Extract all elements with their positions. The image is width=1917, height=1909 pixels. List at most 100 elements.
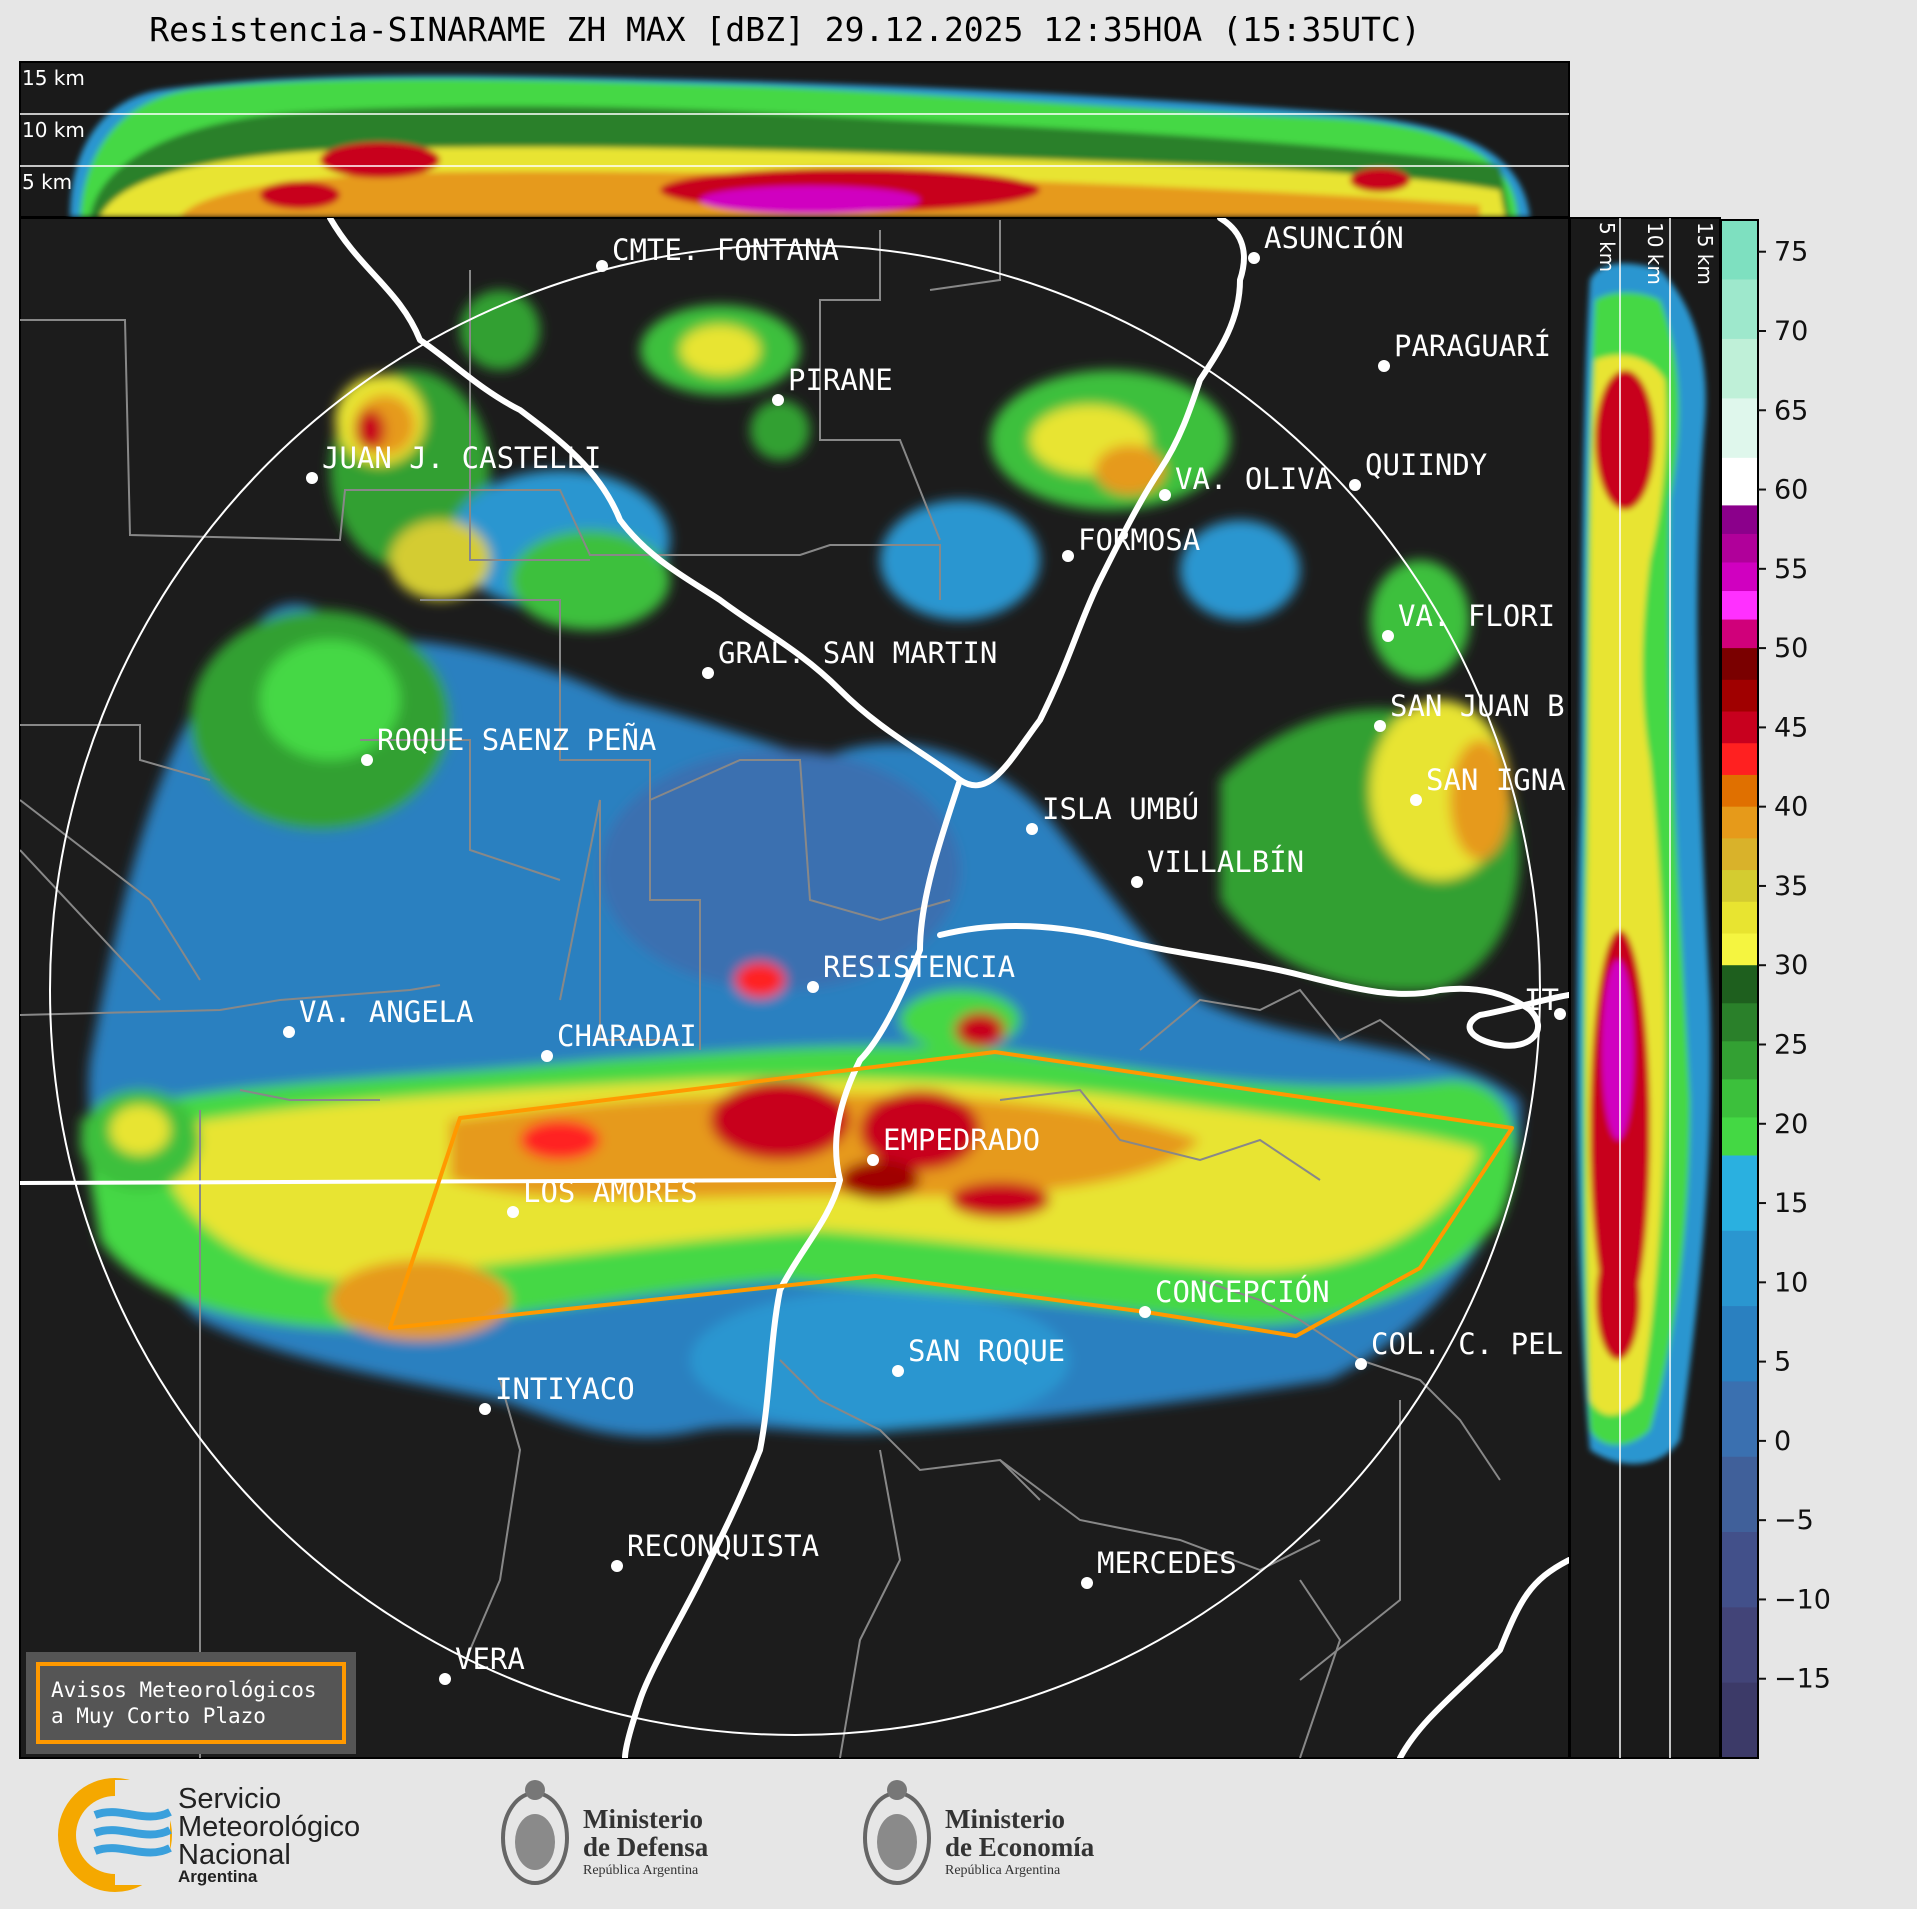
city-label: ROQUE SAENZ PEÑA <box>377 723 656 757</box>
colorbar-band <box>1721 220 1758 280</box>
city-marker: CMTE. FONTANA <box>596 233 839 272</box>
colorbar-tick-label: 70 <box>1774 316 1808 347</box>
city-marker: ISLA UMBÚ <box>1026 792 1199 835</box>
city-marker: INTIYACO <box>479 1372 635 1415</box>
colorbar-tick-label: 50 <box>1774 633 1808 664</box>
city-dot-icon <box>596 260 608 272</box>
warning-polygon <box>388 1050 1514 1338</box>
city-dot-icon <box>807 981 819 993</box>
city-dot-icon <box>772 394 784 406</box>
city-marker: VILLALBÍN <box>1131 845 1304 888</box>
colorbar-tick-label: 75 <box>1774 237 1808 268</box>
city-dot-icon <box>1378 360 1390 372</box>
city-marker: PARAGUARÍ <box>1378 329 1551 372</box>
city-label: GRAL. SAN MARTIN <box>718 636 997 670</box>
city-label: VILLALBÍN <box>1147 845 1304 879</box>
right-xs-label-15: 15 km <box>1693 222 1717 285</box>
city-label: PIRANE <box>788 363 893 397</box>
right-xs-label-5: 5 km <box>1595 222 1619 272</box>
colorbar-band <box>1721 1381 1758 1458</box>
city-dot-icon <box>1374 720 1386 732</box>
colorbar-tick-label: 45 <box>1774 712 1808 743</box>
economia-line2: de Economía <box>945 1832 1095 1862</box>
economia-line3: República Argentina <box>945 1863 1061 1878</box>
top-xs-label-10: 10 km <box>22 118 85 142</box>
city-dot-icon <box>1159 489 1171 501</box>
city-marker: CONCEPCIÓN <box>1139 1275 1330 1318</box>
city-label: PARAGUARÍ <box>1394 329 1551 363</box>
colorbar-band <box>1721 338 1758 399</box>
defensa-line2: de Defensa <box>583 1832 709 1862</box>
map-title: Resistencia-SINARAME ZH MAX [dBZ] 29.12.… <box>149 10 1421 49</box>
city-marker: COL. C. PEL <box>1355 1327 1563 1370</box>
colorbar-band <box>1721 1456 1758 1533</box>
national-seal-icon <box>501 1780 569 1885</box>
defensa-line1: Ministerio <box>583 1804 703 1834</box>
city-dot-icon <box>1081 1577 1093 1589</box>
warning-legend-line2: a Muy Corto Plazo <box>51 1704 266 1728</box>
defensa-line3: República Argentina <box>583 1863 699 1878</box>
range-ring <box>49 244 1541 1736</box>
colorbar-band <box>1721 279 1758 340</box>
city-label: SAN JUAN B <box>1390 689 1565 723</box>
city-marker: PIRANE <box>772 363 893 406</box>
colorbar-band <box>1721 711 1758 744</box>
colorbar-bands <box>1721 220 1758 1759</box>
colorbar-tick-label: 20 <box>1774 1109 1808 1140</box>
city-label: ISLA UMBÚ <box>1042 792 1199 826</box>
city-marker: EMPEDRADO <box>867 1123 1040 1166</box>
city-dot-icon <box>306 472 318 484</box>
colorbar-tick-label: 35 <box>1774 871 1808 902</box>
top-xs-label-5: 5 km <box>22 170 72 194</box>
city-marker: QUIINDY <box>1349 448 1487 491</box>
colorbar-band <box>1721 1682 1758 1759</box>
city-dot-icon <box>1139 1306 1151 1318</box>
colorbar-band <box>1721 901 1758 935</box>
warning-legend-line1: Avisos Meteorológicos <box>51 1678 317 1702</box>
city-label: VA. OLIVA <box>1175 462 1332 496</box>
economia-logo: Ministerio de Economía República Argenti… <box>863 1780 1095 1885</box>
city-label: VA. ANGELA <box>299 995 474 1029</box>
city-marker: VA. FLORI <box>1382 599 1555 642</box>
city-marker: SAN JUAN B <box>1374 689 1565 732</box>
colorbar-band <box>1721 1079 1758 1118</box>
city-label: VA. FLORI <box>1398 599 1555 633</box>
city-dot-icon <box>541 1050 553 1062</box>
colorbar-tick-label: 0 <box>1774 1426 1791 1457</box>
colorbar-tick-label: 25 <box>1774 1029 1808 1060</box>
city-marker: IT <box>1524 983 1566 1020</box>
colorbar-band <box>1721 679 1758 713</box>
colorbar-band <box>1721 1003 1758 1042</box>
city-marker: ASUNCIÓN <box>1248 221 1404 264</box>
colorbar-band <box>1721 774 1758 808</box>
river-lines <box>20 218 1569 1758</box>
colorbar-tick-label: 65 <box>1774 395 1808 426</box>
city-label: QUIINDY <box>1365 448 1487 482</box>
city-label: LOS AMORES <box>523 1175 698 1209</box>
smn-logo: Servicio Meteorológico Nacional Argentin… <box>58 1778 360 1892</box>
city-marker: VA. ANGELA <box>283 995 474 1038</box>
city-label: CMTE. FONTANA <box>612 233 839 267</box>
colorbar-band <box>1721 1230 1758 1307</box>
smn-emblem-icon <box>58 1778 172 1892</box>
colorbar-band <box>1721 505 1758 535</box>
national-seal-icon <box>863 1780 931 1885</box>
city-label: IT <box>1524 983 1559 1017</box>
right-cross-section: 5 km 10 km 15 km <box>1569 217 1721 1759</box>
city-marker: VA. OLIVA <box>1159 462 1332 501</box>
warning-legend-box[interactable]: Avisos Meteorológicos a Muy Corto Plazo <box>26 1652 356 1754</box>
city-dot-icon <box>507 1206 519 1218</box>
colorbar-tick-label: 60 <box>1774 475 1808 506</box>
city-label: COL. C. PEL <box>1371 1327 1563 1361</box>
city-dot-icon <box>361 754 373 766</box>
colorbar-band <box>1721 1041 1758 1080</box>
city-marker: JUAN J. CASTELLI <box>306 441 601 484</box>
city-marker: VERA <box>439 1642 525 1685</box>
top-xs-label-15: 15 km <box>22 66 85 90</box>
city-marker: LOS AMORES <box>507 1175 698 1218</box>
city-dot-icon <box>479 1403 491 1415</box>
city-label: FORMOSA <box>1078 523 1200 557</box>
